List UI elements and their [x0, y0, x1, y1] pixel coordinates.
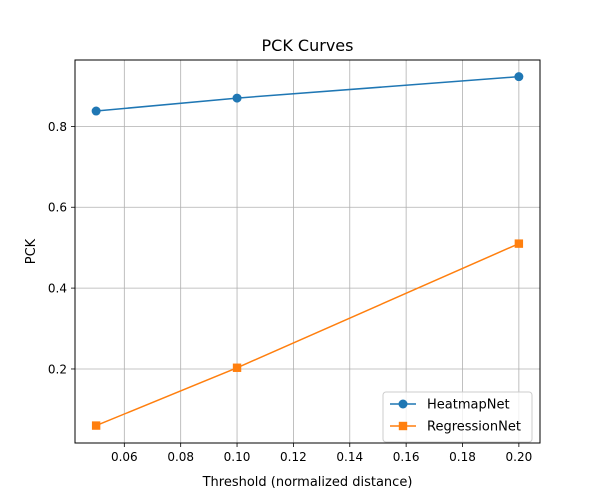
series-2 [91, 239, 524, 430]
y-tick-label: 0.8 [48, 120, 67, 134]
x-tick-label: 0.20 [506, 450, 533, 464]
series-1-point [232, 93, 242, 103]
series-1-point [514, 72, 524, 82]
series-2-point [514, 239, 524, 248]
y-axis-label: PCK [24, 238, 39, 264]
x-tick-label: 0.06 [111, 450, 138, 464]
x-axis-ticks: 0.06 0.08 0.10 0.12 0.14 0.16 0.18 0.20 [111, 443, 532, 464]
legend-item: RegressionNet [390, 420, 521, 435]
x-tick-label: 0.12 [280, 450, 307, 464]
y-axis-ticks: 0.2 0.4 0.6 0.8 [48, 120, 75, 376]
x-tick-label: 0.10 [224, 450, 251, 464]
x-axis-label: Threshold (normalized distance) [202, 475, 413, 490]
legend: HeatmapNet RegressionNet [382, 391, 533, 443]
plot-frame [74, 59, 541, 444]
series-2-point [232, 363, 242, 372]
x-tick-label: 0.16 [393, 450, 420, 464]
legend-item: HeatmapNet [390, 398, 510, 413]
x-tick-label: 0.14 [336, 450, 363, 464]
x-tick-label: 0.18 [449, 450, 476, 464]
y-tick-label: 0.6 [48, 201, 67, 215]
series-2-point [91, 421, 101, 430]
legend-swatch-marker [398, 421, 408, 431]
y-tick-label: 0.2 [48, 362, 67, 376]
legend-frame [382, 391, 533, 443]
grid-lines [75, 60, 540, 443]
legend-label: RegressionNet [427, 420, 521, 435]
chart-title: PCK Curves [262, 36, 354, 55]
plot-area [75, 60, 540, 443]
y-tick-label: 0.4 [48, 282, 67, 296]
legend-swatch-marker [398, 399, 408, 409]
data-series [91, 72, 524, 430]
series-1-point [91, 106, 101, 116]
legend-label: HeatmapNet [427, 398, 510, 413]
series-1 [91, 72, 524, 116]
x-tick-label: 0.08 [167, 450, 194, 464]
